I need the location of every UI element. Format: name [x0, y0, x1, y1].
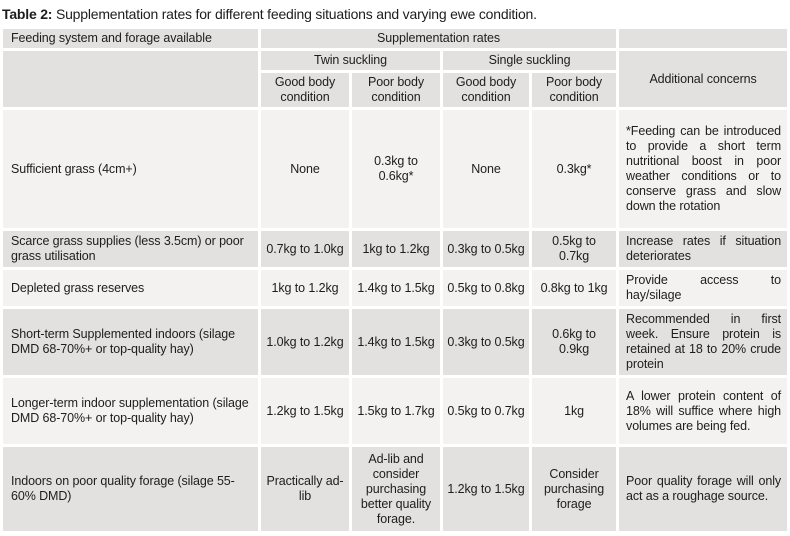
rate-twin-good-cell: None	[261, 110, 349, 228]
feeding-system-cell: Scarce grass supplies (less 3.5cm) or po…	[3, 231, 258, 267]
additional-concerns-header: Additional concerns	[619, 51, 788, 107]
rate-twin-good-cell: 0.7kg to 1.0kg	[261, 231, 349, 267]
rate-twin-poor-cell: 0.3kg to 0.6kg*	[352, 110, 440, 228]
rate-single-poor-cell: 0.8kg to 1kg	[532, 270, 617, 306]
table-row: Indoors on poor quality forage (silage 5…	[3, 447, 788, 531]
rate-single-good-cell: 0.5kg to 0.7kg	[443, 378, 529, 444]
table-title-text: Supplementation rates for different feed…	[52, 6, 537, 22]
concerns-header-spacer	[619, 29, 788, 48]
rate-twin-good-cell: 1.2kg to 1.5kg	[261, 378, 349, 444]
rate-single-good-cell: 0.3kg to 0.5kg	[443, 309, 529, 375]
twin-suckling-header: Twin suckling	[261, 51, 440, 70]
concerns-cell: A lower protein content of 18% will suff…	[619, 378, 788, 444]
rate-single-poor-cell: Consider purchasing forage	[532, 447, 617, 531]
header-row-3: Good body condition Poor body condition …	[3, 73, 787, 107]
concerns-cell: *Feeding can be introduced to provide a …	[619, 110, 788, 228]
feeding-system-cell: Short-term Supplemented indoors (silage …	[3, 309, 258, 375]
rate-single-good-cell: 0.5kg to 0.8kg	[443, 270, 529, 306]
rate-twin-poor-cell: Ad-lib and consider purchasing better qu…	[352, 447, 440, 531]
feeding-system-cell: Depleted grass reserves	[3, 270, 258, 306]
rate-single-poor-cell: 0.6kg to 0.9kg	[532, 309, 617, 375]
rate-single-poor-cell: 0.5kg to 0.7kg	[532, 231, 617, 267]
rate-twin-good-cell: 1.0kg to 1.2kg	[261, 309, 349, 375]
header-row-1: Feeding system and forage available Supp…	[3, 29, 788, 48]
feeding-system-cell: Indoors on poor quality forage (silage 5…	[3, 447, 258, 531]
rate-single-good-cell: None	[443, 110, 529, 228]
supplementation-table: Feeding system and forage available Supp…	[0, 26, 790, 534]
feeding-system-cell: Longer-term indoor supplementation (sila…	[3, 378, 258, 444]
subheader-twin-poor: Poor body condition	[352, 73, 440, 107]
rate-twin-good-cell: Practically ad-lib	[261, 447, 349, 531]
table-row: Scarce grass supplies (less 3.5cm) or po…	[3, 231, 788, 267]
feeding-system-header-spacer	[3, 51, 258, 107]
subheader-twin-good: Good body condition	[261, 73, 349, 107]
rate-single-good-cell: 1.2kg to 1.5kg	[443, 447, 529, 531]
table-row: Sufficient grass (4cm+) None 0.3kg to 0.…	[3, 110, 788, 228]
rate-twin-good-cell: 1kg to 1.2kg	[261, 270, 349, 306]
subheader-single-poor: Poor body condition	[532, 73, 617, 107]
rate-twin-poor-cell: 1.5kg to 1.7kg	[352, 378, 440, 444]
rate-twin-poor-cell: 1.4kg to 1.5kg	[352, 270, 440, 306]
concerns-cell: Recommended in first week. Ensure protei…	[619, 309, 788, 375]
rate-single-good-cell: 0.3kg to 0.5kg	[443, 231, 529, 267]
rate-twin-poor-cell: 1.4kg to 1.5kg	[352, 309, 440, 375]
table-row: Depleted grass reserves 1kg to 1.2kg 1.4…	[3, 270, 788, 306]
feeding-system-cell: Sufficient grass (4cm+)	[3, 110, 258, 228]
rate-single-poor-cell: 1kg	[532, 378, 617, 444]
supplementation-rates-header: Supplementation rates	[261, 29, 617, 48]
table-row: Longer-term indoor supplementation (sila…	[3, 378, 788, 444]
table-row: Short-term Supplemented indoors (silage …	[3, 309, 788, 375]
header-row-2: Twin suckling Single suckling Additional…	[3, 51, 788, 107]
subheader-single-good: Good body condition	[443, 73, 529, 107]
single-suckling-header: Single suckling	[443, 51, 617, 70]
concerns-cell: Provide access to hay/silage	[619, 270, 788, 306]
concerns-cell: Poor quality forage will only act as a r…	[619, 447, 788, 531]
rate-single-poor-cell: 0.3kg*	[532, 110, 617, 228]
table-title: Table 2: Supplementation rates for diffe…	[0, 0, 790, 26]
concerns-cell: Increase rates if situation deteriorates	[619, 231, 788, 267]
table-title-label: Table 2:	[2, 6, 53, 22]
rate-twin-poor-cell: 1kg to 1.2kg	[352, 231, 440, 267]
feeding-system-header: Feeding system and forage available	[3, 29, 258, 48]
